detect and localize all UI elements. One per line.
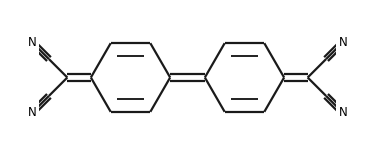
Text: N: N	[339, 106, 348, 120]
Text: N: N	[27, 106, 36, 120]
Text: N: N	[339, 35, 348, 49]
Text: N: N	[27, 35, 36, 49]
